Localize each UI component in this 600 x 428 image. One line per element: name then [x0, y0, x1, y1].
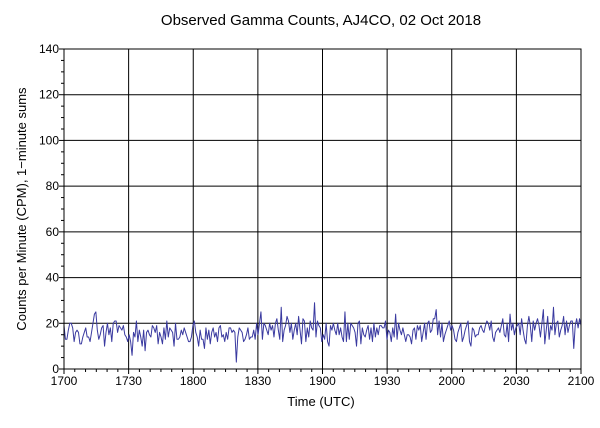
gamma-counts-series-line — [63, 302, 582, 363]
x-axis-label: Time (UTC) — [287, 394, 354, 409]
x-tick-labels: 1700 1730 1800 1830 1900 1930 2000 2030 2100 — [51, 374, 595, 388]
y-axis-label: Counts per Minute (CPM), 1−minute sums — [14, 87, 29, 331]
vertical-gridlines — [128, 49, 517, 369]
y-tick-label: 40 — [46, 271, 60, 285]
x-tick-label: 1700 — [51, 374, 78, 388]
y-tick-label: 100 — [39, 133, 59, 147]
x-tick-label: 1730 — [115, 374, 142, 388]
plot-frame — [63, 48, 582, 370]
y-tick-label: 120 — [39, 88, 59, 102]
x-tick-label: 2000 — [438, 374, 465, 388]
x-tick-label: 2100 — [568, 374, 595, 388]
x-tick-label: 2030 — [503, 374, 530, 388]
chart-title: Observed Gamma Counts, AJ4CO, 02 Oct 201… — [161, 12, 481, 29]
y-tick-label: 140 — [39, 42, 59, 56]
y-tick-labels: 0 20 40 60 80 100 120 140 — [39, 42, 59, 376]
y-tick-label: 20 — [46, 316, 60, 330]
x-tick-label: 1900 — [309, 374, 336, 388]
y-tick-label: 0 — [52, 362, 59, 376]
x-tick-label: 1930 — [374, 374, 401, 388]
horizontal-gridlines — [64, 94, 581, 324]
x-tick-label: 1830 — [245, 374, 272, 388]
y-tick-label: 80 — [46, 179, 60, 193]
y-tick-label: 60 — [46, 225, 60, 239]
x-tick-label: 1800 — [180, 374, 207, 388]
